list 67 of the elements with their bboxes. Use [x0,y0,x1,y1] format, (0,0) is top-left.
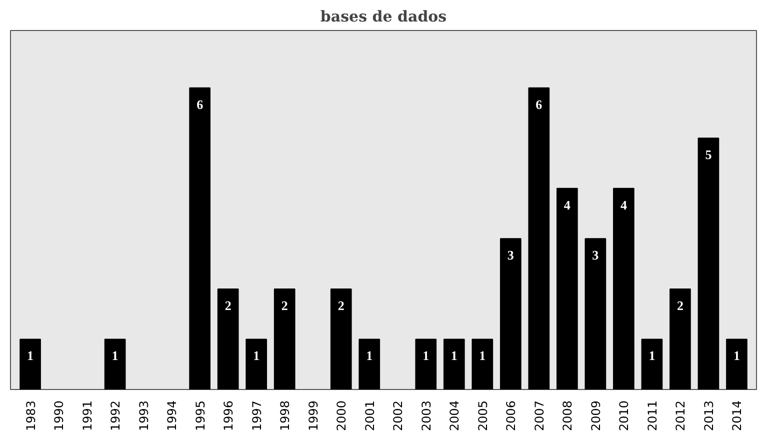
x-tick-label: 1992 [108,400,123,432]
bar [330,288,352,390]
data-label: 1 [27,348,34,364]
data-label: 2 [281,298,288,313]
x-tick-label: 1995 [193,400,208,432]
data-label: 1 [450,348,458,364]
data-label: 1 [479,348,486,364]
x-tick-label: 2012 [674,400,688,432]
data-label: 1 [366,348,373,364]
data-label: 2 [338,298,344,313]
bar [358,338,380,390]
bar [698,138,720,390]
x-tick-label: 2001 [362,400,377,432]
x-tick-label: 1983 [24,400,38,432]
x-tick-label: 2008 [560,400,575,432]
x-tick-label: 2010 [617,400,632,432]
bar [20,338,41,390]
data-label: 6 [196,96,204,112]
bar [189,87,210,390]
x-tick-label: 2003 [419,400,434,432]
data-label: 4 [564,197,571,212]
data-label: 1 [112,348,118,364]
bar [528,87,550,390]
bar [274,288,296,390]
x-tick-label: 1994 [165,400,180,432]
x-tick-label: 1991 [80,400,94,432]
data-label: 2 [676,298,684,313]
data-label: 3 [592,248,600,263]
bar [584,238,606,390]
data-label: 5 [705,147,712,162]
bar [670,288,691,390]
bar [613,188,634,390]
bar [500,238,522,390]
x-tick-label: 2000 [334,400,349,432]
bar [415,338,437,390]
bar [726,338,748,390]
data-label: 2 [224,298,232,313]
data-label: 6 [536,96,543,112]
x-tick-label: 2013 [702,400,716,432]
data-label: 1 [733,348,740,364]
x-tick-label: 2005 [476,400,490,432]
x-tick-label: 2002 [391,400,406,432]
x-tick-label: 2006 [504,400,518,432]
x-tick-label: 2014 [730,400,744,432]
x-tick-label: 1993 [136,400,151,432]
x-tick-label: 1997 [250,400,264,432]
bar [443,338,465,390]
bar [246,338,268,390]
bar [217,288,239,390]
x-tick-label: 2007 [532,400,546,432]
data-label: 1 [648,348,656,364]
data-label: 3 [507,248,514,263]
data-label: 4 [620,197,628,212]
bar [641,338,663,390]
bar [472,338,494,390]
chart-title: bases de dados [320,8,447,26]
data-label: 1 [422,348,430,364]
x-tick-label: 1996 [222,400,236,432]
bar [556,188,578,390]
x-tick-label: 2011 [645,400,660,432]
x-tick-label: 2004 [448,400,462,432]
x-tick-label: 2009 [588,400,603,432]
x-tick-label: 1999 [306,400,320,432]
bar [104,338,126,390]
x-tick-label: 1998 [278,400,292,432]
data-label: 1 [253,348,260,364]
x-tick-label: 1990 [52,400,66,432]
